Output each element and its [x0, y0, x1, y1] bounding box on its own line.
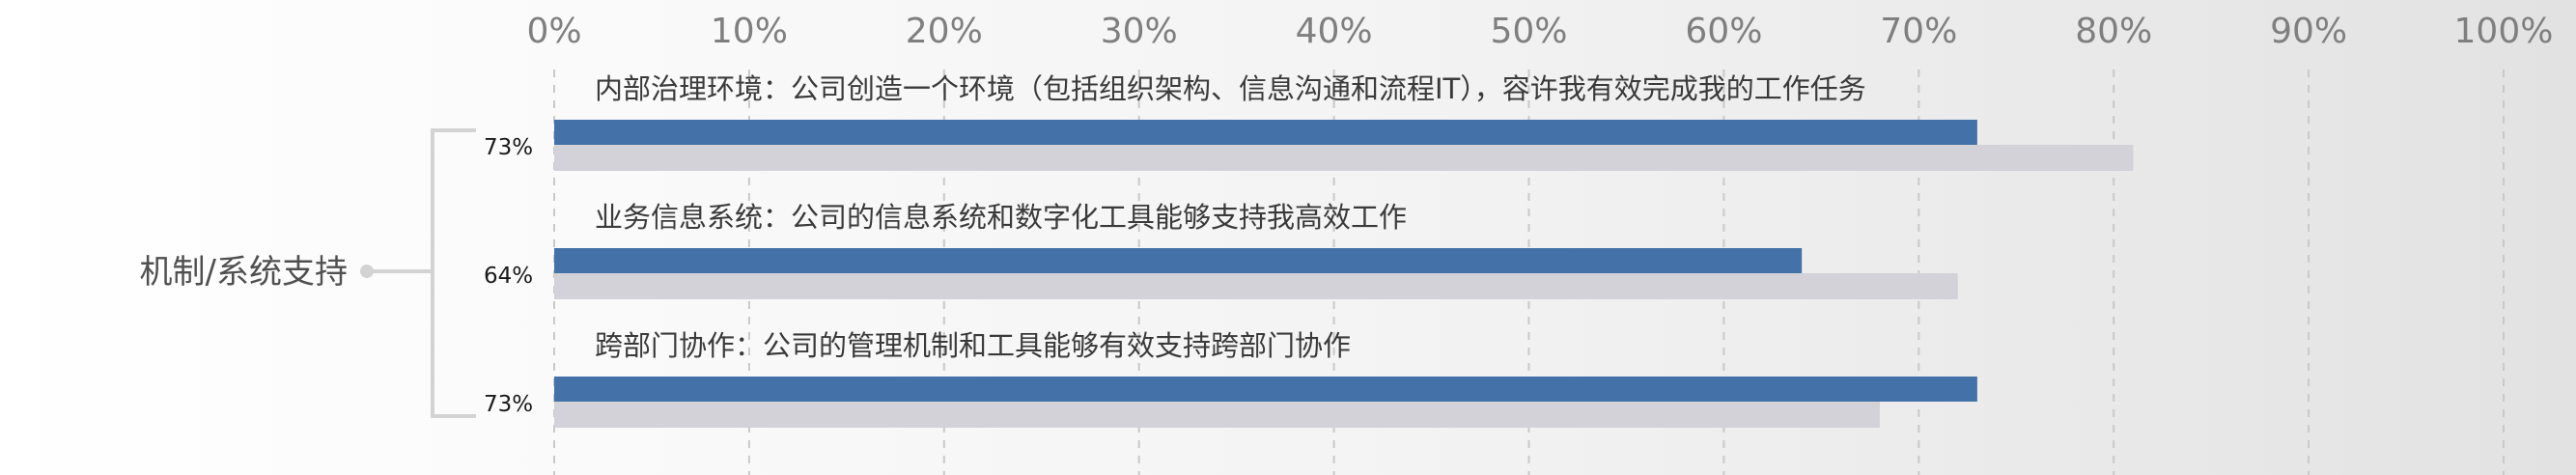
bars — [554, 120, 2134, 428]
x-tick-label: 100% — [2454, 12, 2554, 51]
x-tick-label: 0% — [526, 12, 581, 51]
category-group-label: 机制/系统支持 — [140, 253, 348, 292]
bar-series-2 — [554, 402, 1880, 428]
group-bracket — [367, 128, 476, 418]
category-label: 跨部门协作：公司的管理机制和工具能够有效支持跨部门协作 — [595, 329, 1351, 362]
value-label: 73% — [484, 392, 533, 417]
category-label: 业务信息系统：公司的信息系统和数字化工具能够支持我高效工作 — [595, 201, 1407, 234]
x-tick-label: 50% — [1490, 12, 1567, 51]
x-axis-ticks: 0% 10% 20% 30% 40% 50% 60% 70% 80% 90% 100% — [526, 12, 2553, 51]
x-tick-label: 20% — [906, 12, 983, 51]
bar-series-1 — [554, 248, 1803, 273]
x-tick-label: 90% — [2270, 12, 2347, 51]
bar-series-2 — [554, 145, 2134, 171]
x-tick-label: 60% — [1685, 12, 1762, 51]
x-tick-label: 80% — [2075, 12, 2152, 51]
bar-series-1 — [554, 120, 1977, 145]
group-bracket-dot — [360, 265, 374, 278]
bar-series-2 — [554, 273, 1958, 299]
x-tick-label: 10% — [711, 12, 788, 51]
category-group: 机制/系统支持 — [140, 128, 476, 418]
x-tick-label: 30% — [1101, 12, 1178, 51]
bar-series-1 — [554, 377, 1977, 402]
bar-labels: 内部治理环境：公司创造一个环境（包括组织架构、信息沟通和流程IT），容许我有效完… — [484, 72, 1866, 417]
value-label: 73% — [484, 135, 533, 160]
value-label: 64% — [484, 264, 533, 289]
category-label: 内部治理环境：公司创造一个环境（包括组织架构、信息沟通和流程IT），容许我有效完… — [595, 72, 1866, 105]
x-tick-label: 40% — [1296, 12, 1373, 51]
x-tick-label: 70% — [1880, 12, 1957, 51]
